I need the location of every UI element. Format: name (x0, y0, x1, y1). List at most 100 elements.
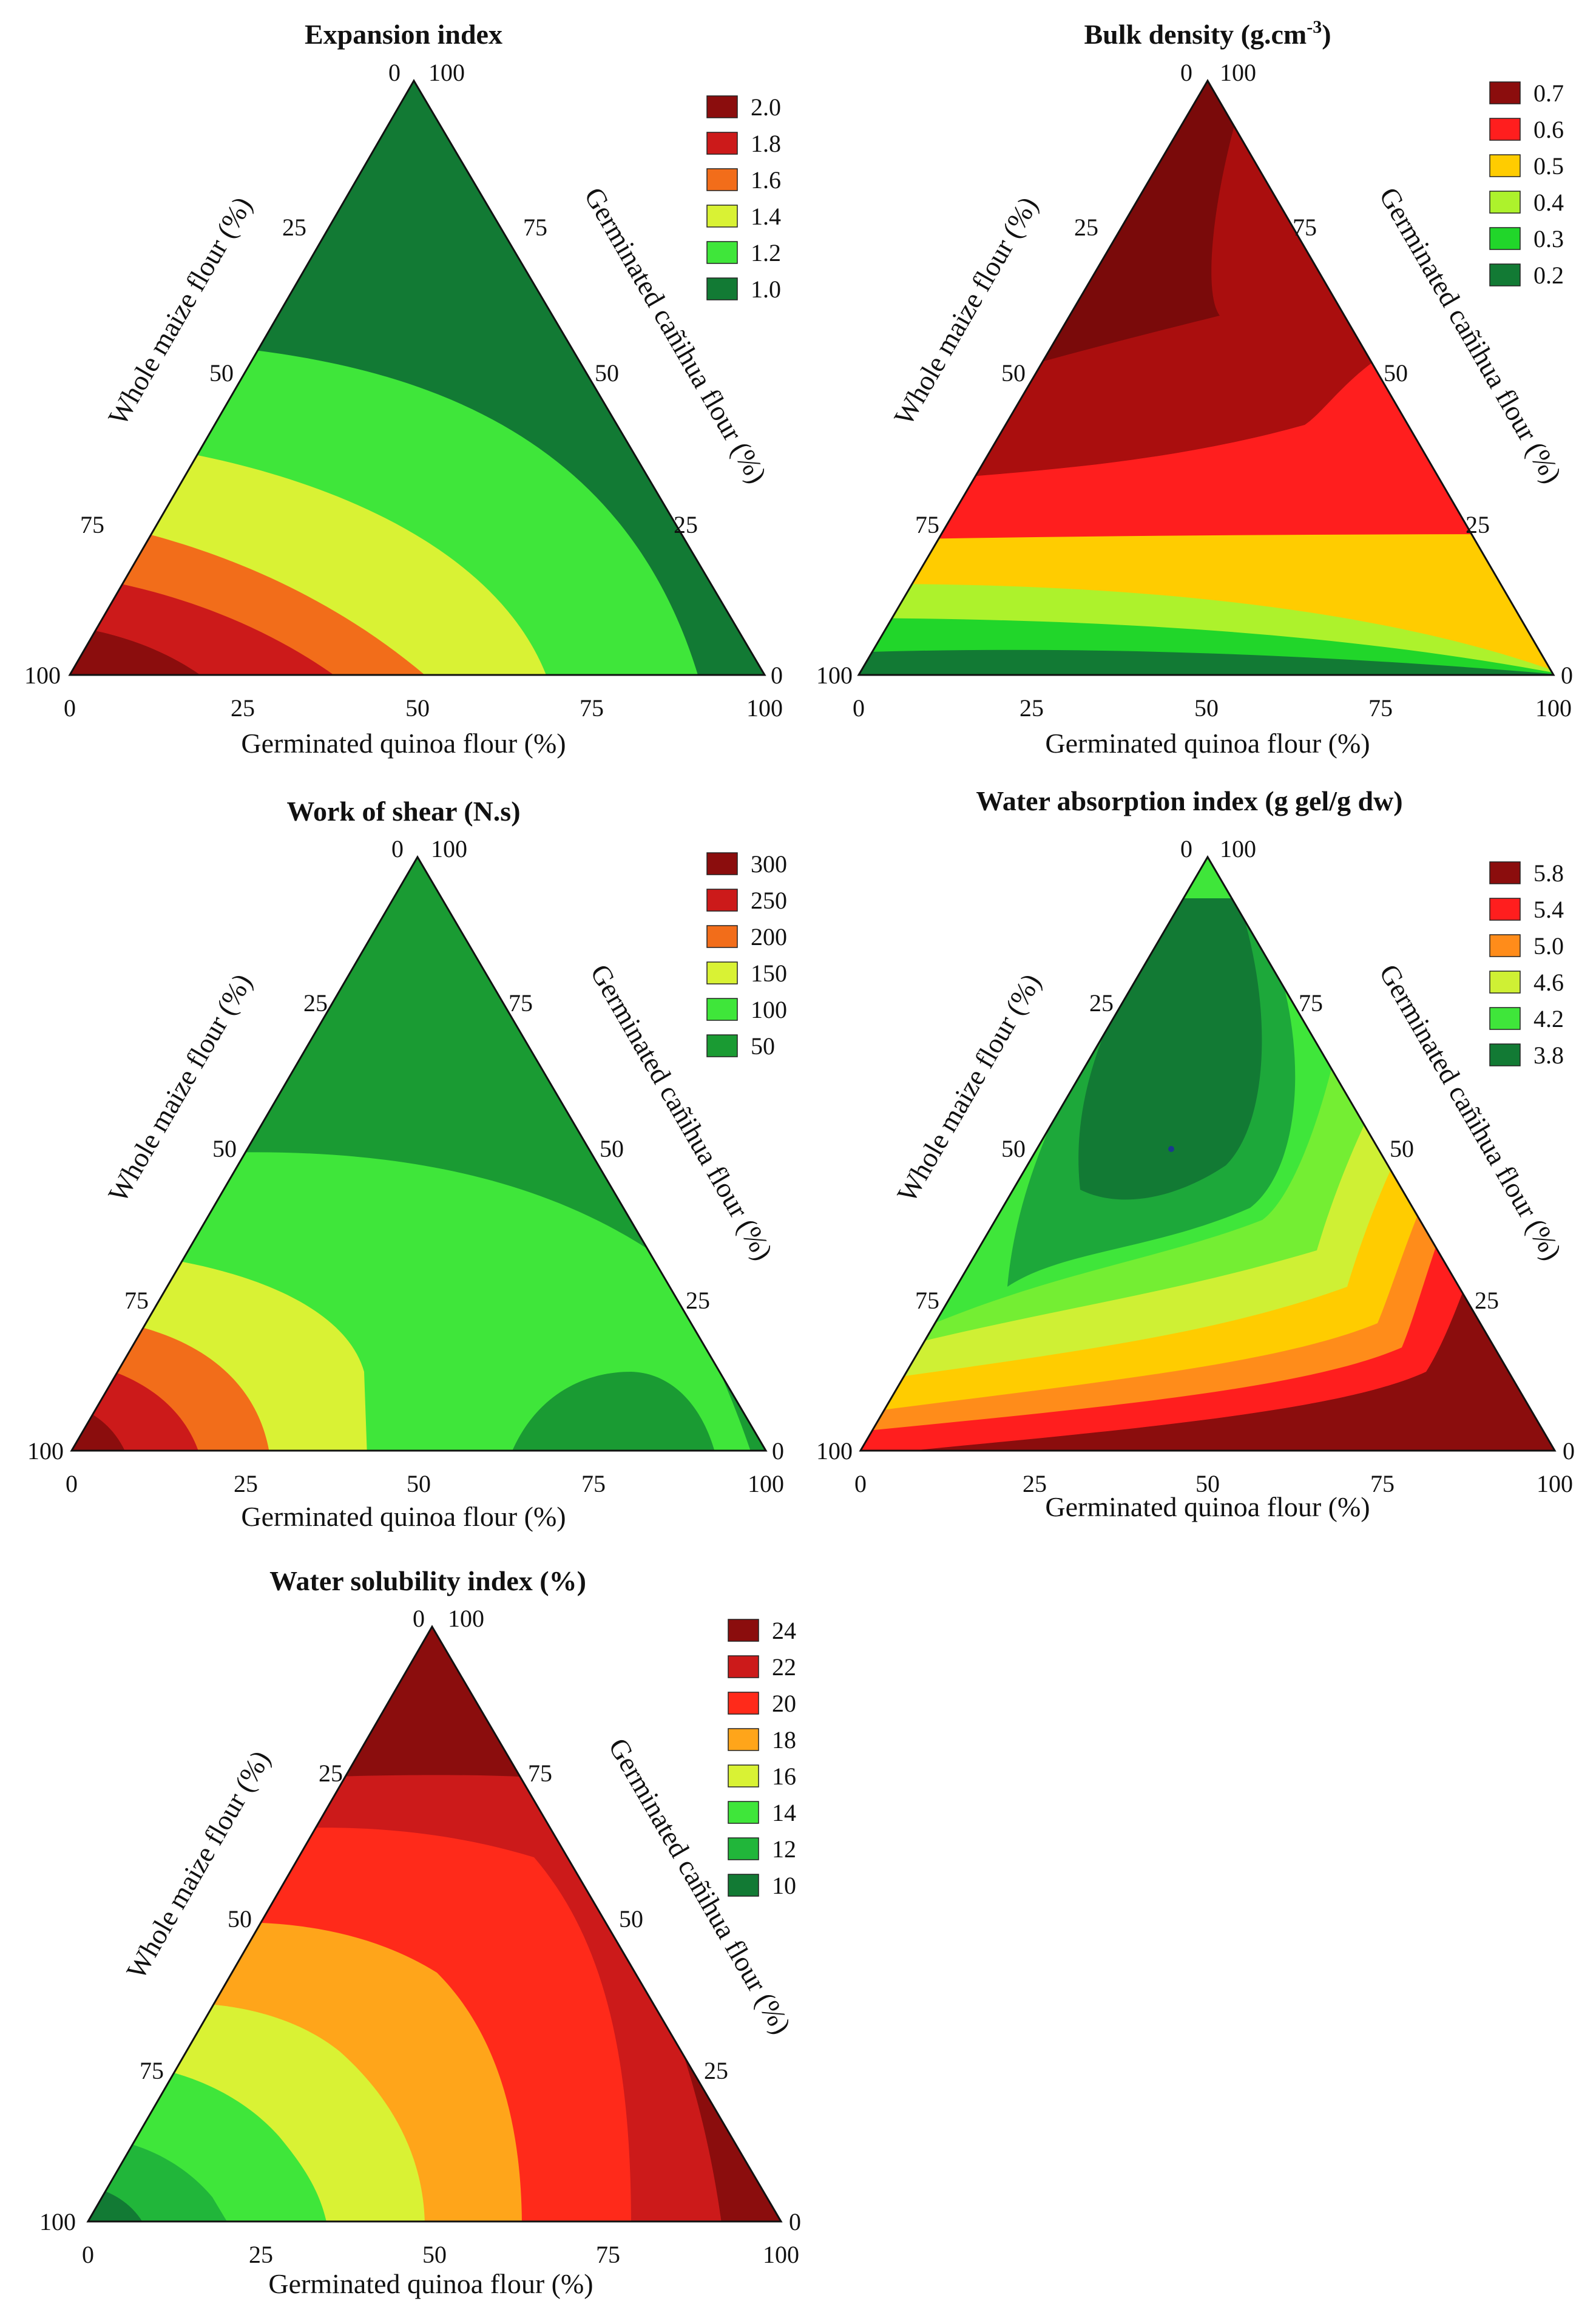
apex-tick-left: 0 (1180, 59, 1192, 86)
bottom-tick: 0 (854, 1470, 867, 1497)
legend-label: 1.2 (751, 239, 781, 266)
panel-bulk-density: Bulk density (g.cm-3) 0 100 25 50 75 100… (816, 17, 1573, 759)
bottom-tick: 0 (853, 694, 865, 722)
legend-swatch (706, 241, 738, 264)
optimum-marker (1168, 1146, 1174, 1152)
bottom-tick: 25 (234, 1470, 258, 1497)
ternary-frame (859, 855, 1557, 1452)
bottom-tick: 100 (1535, 694, 1572, 722)
left-tick: 50 (228, 1905, 252, 1933)
right-tick: 50 (619, 1905, 643, 1933)
right-tick: 0 (1563, 1437, 1575, 1465)
legend: 5.8 5.4 5.0 4.6 4.2 3.8 (1489, 859, 1564, 1069)
legend-label: 5.4 (1533, 896, 1564, 923)
apex-tick-right: 100 (1220, 835, 1256, 862)
contour-region-2.0 (70, 625, 200, 675)
bottom-axis-label: Germinated quinoa flour (%) (1045, 728, 1370, 759)
left-tick: 75 (915, 1287, 939, 1314)
legend-label: 4.2 (1533, 1005, 1564, 1032)
ternary-frame (70, 855, 768, 1452)
contour-fill (70, 81, 765, 675)
legend-swatch (706, 132, 738, 155)
legend-label: 0.7 (1533, 80, 1564, 107)
right-tick: 0 (789, 2208, 801, 2235)
right-tick: 50 (1390, 1135, 1414, 1162)
contour-region-50-inner (510, 1372, 716, 1451)
right-tick: 25 (1475, 1287, 1499, 1314)
panel-water-solubility-index: Water solubility index (%) 0 100 25 50 7… (39, 1565, 801, 2299)
legend-label: 20 (772, 1690, 796, 1717)
bottom-tick: 50 (422, 2241, 447, 2268)
bottom-tick: 25 (1019, 694, 1044, 722)
right-tick: 75 (523, 214, 547, 241)
legend-label: 50 (751, 1032, 775, 1060)
panel-title: Water solubility index (%) (269, 1565, 586, 1596)
legend-swatch (1489, 263, 1521, 286)
legend-label: 300 (751, 850, 787, 878)
bottom-tick: 0 (82, 2241, 94, 2268)
right-tick: 50 (595, 359, 619, 387)
left-tick: 25 (303, 989, 328, 1017)
left-tick: 75 (140, 2057, 164, 2084)
legend-label: 200 (751, 923, 787, 951)
panel-work-of-shear: Work of shear (N.s) 0 100 25 50 75 100 7… (27, 796, 787, 1532)
bottom-axis-label: Germinated quinoa flour (%) (268, 2268, 593, 2299)
legend-swatch (1489, 154, 1521, 177)
legend-swatch (728, 1837, 759, 1860)
legend-label: 24 (772, 1617, 796, 1644)
right-tick: 0 (772, 1437, 784, 1465)
legend-swatch (706, 277, 738, 300)
left-tick: 50 (1001, 1135, 1026, 1162)
legend-swatch (1489, 1043, 1521, 1066)
bottom-tick: 100 (748, 1470, 784, 1497)
legend-label: 1.0 (751, 276, 781, 303)
left-tick: 75 (80, 511, 104, 538)
right-tick: 25 (704, 2057, 728, 2084)
legend-swatch (1489, 971, 1521, 994)
legend-swatch (706, 205, 738, 228)
right-tick: 75 (528, 1760, 552, 1787)
legend-label: 1.8 (751, 130, 781, 157)
ternary-frame (857, 79, 1555, 676)
contour-fill (72, 857, 766, 1451)
legend-label: 0.2 (1533, 262, 1564, 289)
legend-swatch (1489, 118, 1521, 141)
legend-label: 16 (772, 1763, 796, 1790)
bottom-tick: 50 (1195, 1470, 1220, 1497)
legend-swatch (706, 168, 738, 191)
right-tick: 50 (600, 1135, 624, 1162)
apex-tick-left: 0 (1180, 835, 1192, 862)
legend-swatch (728, 1801, 759, 1824)
left-tick: 25 (319, 1760, 343, 1787)
panel-title: Water absorption index (g gel/g dw) (976, 785, 1402, 816)
panel-title: Work of shear (N.s) (286, 796, 520, 827)
legend-swatch (1489, 81, 1521, 104)
legend-label: 150 (751, 960, 787, 987)
legend-swatch (706, 998, 738, 1021)
legend-swatch (728, 1728, 759, 1751)
apex-tick-left: 0 (388, 59, 401, 86)
bottom-tick: 100 (746, 694, 783, 722)
right-tick: 75 (1299, 989, 1323, 1017)
legend-label: 4.6 (1533, 969, 1564, 996)
left-tick: 50 (209, 359, 234, 387)
legend-label: 22 (772, 1653, 796, 1681)
right-tick: 25 (1466, 511, 1490, 538)
legend: 24 22 20 18 16 14 12 10 (728, 1617, 796, 1899)
panel-title: Expansion index (305, 19, 502, 50)
apex-tick-left: 0 (391, 835, 404, 862)
legend-label: 0.4 (1533, 189, 1564, 216)
ternary-frame (68, 79, 766, 676)
bottom-tick: 75 (596, 2241, 620, 2268)
left-tick: 75 (124, 1287, 149, 1314)
contour-region-3.8 (1078, 898, 1262, 1200)
left-tick: 100 (816, 1437, 853, 1465)
legend: 300 250 200 150 100 50 (706, 850, 787, 1060)
legend-label: 1.6 (751, 166, 781, 194)
left-tick: 25 (1089, 989, 1114, 1017)
legend-swatch (728, 1764, 759, 1788)
legend-label: 5.8 (1533, 859, 1564, 887)
right-tick: 0 (771, 662, 783, 689)
bottom-tick: 100 (1537, 1470, 1573, 1497)
contour-fill (861, 857, 1555, 1451)
